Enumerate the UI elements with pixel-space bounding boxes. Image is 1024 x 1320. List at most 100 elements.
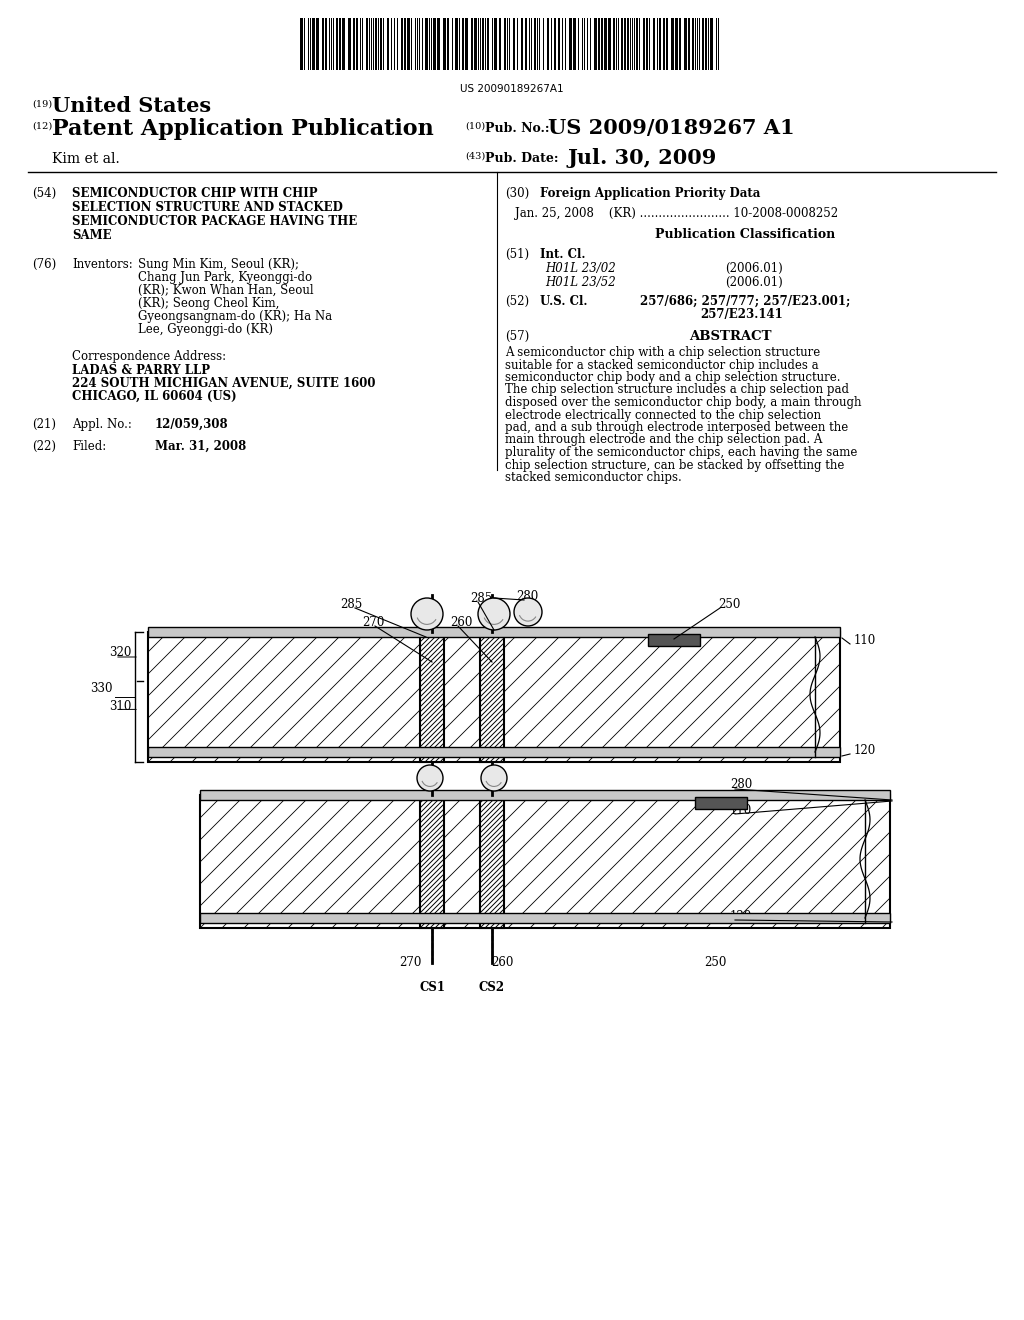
- Bar: [504, 18, 506, 70]
- Text: Lee, Gyeonggi-do (KR): Lee, Gyeonggi-do (KR): [138, 323, 273, 337]
- Bar: [671, 18, 674, 70]
- Text: CS2: CS2: [479, 981, 505, 994]
- Text: The chip selection structure includes a chip selection pad: The chip selection structure includes a …: [505, 384, 849, 396]
- Bar: [594, 18, 597, 70]
- Bar: [692, 18, 694, 70]
- Bar: [604, 18, 607, 70]
- Text: (52): (52): [505, 294, 529, 308]
- Bar: [425, 18, 428, 70]
- Bar: [705, 18, 707, 70]
- Bar: [679, 18, 681, 70]
- Bar: [336, 18, 338, 70]
- Bar: [342, 18, 345, 70]
- Bar: [695, 797, 746, 809]
- Text: CS1: CS1: [419, 981, 445, 994]
- Text: chip selection structure, can be stacked by offsetting the: chip selection structure, can be stacked…: [505, 458, 845, 471]
- Text: Filed:: Filed:: [72, 440, 106, 453]
- Text: electrode electrically connected to the chip selection: electrode electrically connected to the …: [505, 408, 821, 421]
- Text: H01L 23/02: H01L 23/02: [545, 261, 615, 275]
- Text: 285: 285: [470, 591, 493, 605]
- Text: Foreign Application Priority Data: Foreign Application Priority Data: [540, 187, 761, 201]
- Text: 120: 120: [730, 909, 753, 923]
- Text: 110: 110: [730, 804, 753, 817]
- Text: ABSTRACT: ABSTRACT: [689, 330, 771, 343]
- Text: U.S. Cl.: U.S. Cl.: [540, 294, 588, 308]
- Text: (76): (76): [32, 257, 56, 271]
- Text: Mar. 31, 2008: Mar. 31, 2008: [155, 440, 246, 453]
- Text: 224 SOUTH MICHIGAN AVENUE, SUITE 1600: 224 SOUTH MICHIGAN AVENUE, SUITE 1600: [72, 378, 376, 389]
- Bar: [348, 18, 351, 70]
- Bar: [482, 18, 484, 70]
- Bar: [366, 18, 368, 70]
- Circle shape: [417, 766, 443, 791]
- Bar: [433, 18, 436, 70]
- Bar: [648, 634, 700, 645]
- Text: disposed over the semiconductor chip body, a main through: disposed over the semiconductor chip bod…: [505, 396, 861, 409]
- Bar: [659, 18, 662, 70]
- Text: (2006.01): (2006.01): [725, 276, 782, 289]
- Text: semiconductor chip body and a chip selection structure.: semiconductor chip body and a chip selec…: [505, 371, 841, 384]
- Text: Patent Application Publication: Patent Application Publication: [52, 117, 434, 140]
- Text: SEMICONDUCTOR CHIP WITH CHIP: SEMICONDUCTOR CHIP WITH CHIP: [72, 187, 317, 201]
- Text: 257/E23.141: 257/E23.141: [700, 308, 782, 321]
- Bar: [710, 18, 713, 70]
- Bar: [404, 18, 406, 70]
- Text: Kim et al.: Kim et al.: [52, 152, 120, 166]
- Text: plurality of the semiconductor chips, each having the same: plurality of the semiconductor chips, ea…: [505, 446, 857, 459]
- Text: 110: 110: [854, 634, 877, 647]
- Text: (22): (22): [32, 440, 56, 453]
- Text: (12): (12): [32, 121, 52, 131]
- Text: A semiconductor chip with a chip selection structure: A semiconductor chip with a chip selecti…: [505, 346, 820, 359]
- Bar: [148, 632, 840, 762]
- Text: Correspondence Address:: Correspondence Address:: [72, 350, 226, 363]
- Text: SEMICONDUCTOR PACKAGE HAVING THE: SEMICONDUCTOR PACKAGE HAVING THE: [72, 215, 357, 228]
- Text: LADAS & PARRY LLP: LADAS & PARRY LLP: [72, 364, 210, 378]
- Text: 320: 320: [109, 645, 131, 659]
- Text: 270: 270: [362, 615, 384, 628]
- Bar: [148, 747, 840, 756]
- Bar: [558, 18, 560, 70]
- Bar: [316, 18, 319, 70]
- Text: (57): (57): [505, 330, 529, 343]
- Bar: [462, 18, 464, 70]
- Bar: [443, 18, 446, 70]
- Bar: [534, 18, 536, 70]
- Bar: [608, 18, 611, 70]
- Bar: [322, 18, 324, 70]
- Text: 285: 285: [340, 598, 362, 610]
- Text: (19): (19): [32, 100, 52, 110]
- Bar: [663, 18, 665, 70]
- Bar: [598, 18, 600, 70]
- Bar: [513, 18, 515, 70]
- Bar: [601, 18, 603, 70]
- Text: (21): (21): [32, 418, 56, 432]
- Bar: [437, 18, 440, 70]
- Bar: [621, 18, 623, 70]
- Bar: [624, 18, 626, 70]
- Bar: [613, 18, 615, 70]
- Bar: [447, 18, 449, 70]
- Bar: [627, 18, 629, 70]
- Bar: [684, 18, 687, 70]
- Text: 270: 270: [398, 956, 421, 969]
- Text: Jan. 25, 2008    (KR) ........................ 10-2008-0008252: Jan. 25, 2008 (KR) .....................…: [515, 207, 838, 220]
- Bar: [547, 18, 549, 70]
- Bar: [420, 795, 444, 928]
- Text: Pub. Date:: Pub. Date:: [485, 152, 558, 165]
- Bar: [646, 18, 648, 70]
- Bar: [200, 795, 890, 928]
- Text: Gyeongsangnam-do (KR); Ha Na: Gyeongsangnam-do (KR); Ha Na: [138, 310, 332, 323]
- Text: Sung Min Kim, Seoul (KR);: Sung Min Kim, Seoul (KR);: [138, 257, 299, 271]
- Text: CHICAGO, IL 60604 (US): CHICAGO, IL 60604 (US): [72, 389, 237, 403]
- Text: United States: United States: [52, 96, 211, 116]
- Text: (2006.01): (2006.01): [725, 261, 782, 275]
- Circle shape: [478, 598, 510, 630]
- Text: (51): (51): [505, 248, 529, 261]
- Text: (KR); Kwon Whan Han, Seoul: (KR); Kwon Whan Han, Seoul: [138, 284, 313, 297]
- Text: 310: 310: [109, 700, 131, 713]
- Text: (KR); Seong Cheol Kim,: (KR); Seong Cheol Kim,: [138, 297, 280, 310]
- Bar: [494, 18, 497, 70]
- Bar: [480, 632, 504, 762]
- Text: main through electrode and the chip selection pad. A: main through electrode and the chip sele…: [505, 433, 822, 446]
- Text: SELECTION STRUCTURE AND STACKED: SELECTION STRUCTURE AND STACKED: [72, 201, 343, 214]
